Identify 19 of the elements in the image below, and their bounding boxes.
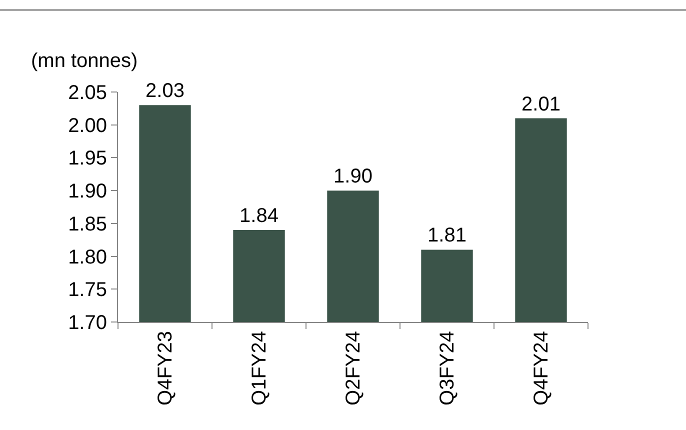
x-tick-label: Q4FY23 xyxy=(154,331,176,406)
x-tick-label: Q2FY24 xyxy=(342,331,364,406)
y-tick-label: 1.80 xyxy=(68,246,107,268)
y-tick-label: 2.05 xyxy=(68,82,107,104)
y-tick-label: 1.90 xyxy=(68,180,107,203)
data-label: 1.90 xyxy=(334,166,372,188)
x-tick-label: Q3FY24 xyxy=(436,331,458,406)
data-label: 2.03 xyxy=(146,80,184,102)
y-tick-label: 1.85 xyxy=(68,213,107,236)
data-label: 2.01 xyxy=(522,93,560,116)
y-tick-label: 2.00 xyxy=(68,114,107,137)
y-tick-label: 1.70 xyxy=(68,312,107,334)
y-tick-label: 1.75 xyxy=(68,279,107,302)
data-label: 1.81 xyxy=(428,224,466,247)
x-tick-label: Q1FY24 xyxy=(248,331,270,406)
y-axis-title: (mn tonnes) xyxy=(31,50,138,72)
data-label: 1.84 xyxy=(240,205,278,227)
x-tick-label: Q4FY24 xyxy=(530,331,552,406)
y-tick-label: 1.95 xyxy=(68,148,107,170)
